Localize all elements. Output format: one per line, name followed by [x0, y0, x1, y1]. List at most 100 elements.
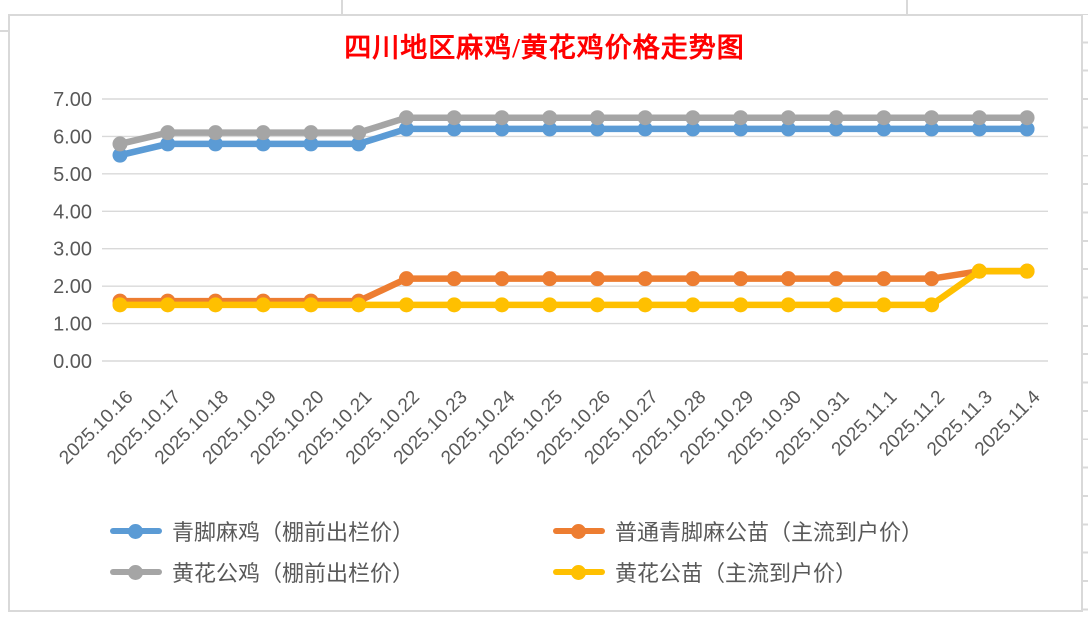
legend-label: 普通青脚麻公苗（主流到户价） — [615, 520, 924, 545]
data-point-marker — [398, 110, 414, 126]
data-point-marker — [1019, 121, 1035, 137]
data-point-marker — [589, 271, 605, 287]
data-point-marker — [160, 297, 176, 313]
data-point-marker — [685, 121, 701, 137]
data-point-marker — [924, 121, 940, 137]
data-point-marker — [542, 121, 558, 137]
sheet-column-separator — [906, 0, 908, 14]
data-point-marker — [733, 297, 749, 313]
data-point-marker — [828, 297, 844, 313]
data-point-marker — [446, 297, 462, 313]
data-point-marker — [876, 271, 892, 287]
data-point-marker — [637, 271, 653, 287]
data-point-marker — [637, 121, 653, 137]
legend-marker-yellow-icon — [553, 564, 605, 580]
data-point-marker — [303, 125, 319, 141]
legend-label: 青脚麻鸡（棚前出栏价） — [172, 520, 415, 545]
data-point-marker — [303, 136, 319, 152]
y-axis-tick-label: 1.00 — [53, 314, 92, 336]
series-line — [116, 125, 1031, 159]
data-point-marker — [398, 297, 414, 313]
chart-container[interactable] — [8, 14, 1083, 612]
data-point-marker — [685, 110, 701, 126]
data-point-marker — [876, 110, 892, 126]
data-point-marker — [446, 271, 462, 287]
data-point-marker — [924, 297, 940, 313]
data-point-marker — [207, 136, 223, 152]
data-point-marker — [446, 110, 462, 126]
data-point-marker — [494, 121, 510, 137]
data-point-marker — [351, 136, 367, 152]
data-point-marker — [780, 110, 796, 126]
legend-label: 黄花公鸡（棚前出栏价） — [172, 561, 415, 586]
data-point-marker — [589, 121, 605, 137]
sheet-row-grid — [1083, 15, 1088, 617]
data-point-marker — [207, 125, 223, 141]
data-point-marker — [876, 121, 892, 137]
data-point-marker — [971, 110, 987, 126]
data-point-marker — [542, 271, 558, 287]
data-point-marker — [112, 297, 128, 313]
data-point-marker — [398, 121, 414, 137]
y-axis-tick-label: 3.00 — [53, 239, 92, 261]
legend-item-qingjiaomaji[interactable]: 青脚麻鸡（棚前出栏价） — [110, 518, 415, 545]
data-point-marker — [685, 271, 701, 287]
data-point-marker — [971, 121, 987, 137]
data-point-marker — [971, 263, 987, 279]
data-point-marker — [780, 121, 796, 137]
legend-marker-orange-icon — [553, 523, 605, 539]
legend-item-huanghuagongji[interactable]: 黄花公鸡（棚前出栏价） — [110, 559, 415, 586]
legend-marker-gray-icon — [110, 564, 162, 580]
data-point-marker — [589, 297, 605, 313]
data-point-marker — [351, 125, 367, 141]
legend-marker-blue-icon — [110, 523, 162, 539]
data-point-marker — [160, 125, 176, 141]
data-point-marker — [1019, 263, 1035, 279]
legend-item-putongqingjiaoma-gongmiao[interactable]: 普通青脚麻公苗（主流到户价） — [553, 518, 924, 545]
y-axis-tick-label: 7.00 — [53, 89, 92, 111]
data-point-marker — [780, 271, 796, 287]
sheet-column-separator — [341, 0, 343, 14]
data-point-marker — [494, 271, 510, 287]
data-point-marker — [780, 297, 796, 313]
data-point-marker — [733, 121, 749, 137]
data-point-marker — [303, 297, 319, 313]
y-axis-tick-label: 4.00 — [53, 201, 92, 223]
chart-title: 四川地区麻鸡/黄花鸡价格走势图 — [344, 33, 745, 63]
y-axis-tick-label: 0.00 — [53, 351, 92, 373]
data-point-marker — [876, 297, 892, 313]
data-point-marker — [446, 121, 462, 137]
data-point-marker — [685, 297, 701, 313]
data-point-marker — [828, 121, 844, 137]
data-point-marker — [733, 271, 749, 287]
data-point-marker — [207, 297, 223, 313]
legend-item-huanghuagongmiao[interactable]: 黄花公苗（主流到户价） — [553, 559, 858, 586]
data-point-marker — [494, 110, 510, 126]
legend-label: 黄花公苗（主流到户价） — [615, 561, 858, 586]
y-axis-tick-label: 5.00 — [53, 164, 92, 186]
data-point-marker — [398, 271, 414, 287]
data-point-marker — [160, 136, 176, 152]
data-point-marker — [112, 147, 128, 163]
data-point-marker — [542, 110, 558, 126]
data-point-marker — [1019, 110, 1035, 126]
series-line — [116, 114, 1031, 148]
data-point-marker — [828, 110, 844, 126]
data-point-marker — [255, 125, 271, 141]
series-line — [116, 267, 1031, 305]
data-point-marker — [924, 271, 940, 287]
data-point-marker — [494, 297, 510, 313]
data-point-marker — [351, 297, 367, 313]
data-point-marker — [589, 110, 605, 126]
data-point-marker — [924, 110, 940, 126]
y-axis-tick-label: 2.00 — [53, 276, 92, 298]
series-line — [116, 267, 1031, 309]
data-point-marker — [255, 297, 271, 313]
data-point-marker — [255, 136, 271, 152]
data-point-marker — [112, 136, 128, 152]
data-point-marker — [637, 297, 653, 313]
data-point-marker — [733, 110, 749, 126]
data-point-marker — [542, 297, 558, 313]
data-point-marker — [637, 110, 653, 126]
